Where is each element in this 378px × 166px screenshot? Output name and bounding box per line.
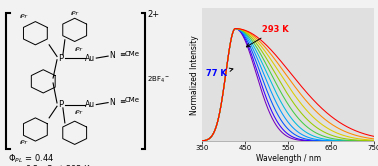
Text: Au: Au	[85, 54, 96, 63]
Text: N: N	[109, 51, 115, 60]
Text: P: P	[58, 100, 64, 109]
Text: CMe: CMe	[124, 51, 139, 57]
Text: iPr: iPr	[74, 110, 83, 115]
Text: ≡: ≡	[119, 50, 125, 59]
Text: Au: Au	[85, 100, 96, 109]
Text: P: P	[58, 54, 64, 63]
Text: 77 K: 77 K	[206, 68, 233, 78]
Text: 2+: 2+	[147, 10, 160, 19]
X-axis label: Wavelength / nm: Wavelength / nm	[256, 154, 321, 163]
Text: N: N	[109, 98, 115, 107]
Text: iPr: iPr	[71, 11, 79, 16]
Text: ≡: ≡	[119, 97, 125, 106]
Text: CMe: CMe	[124, 97, 139, 103]
Text: iPr: iPr	[74, 47, 83, 52]
Text: $\Phi$$_{PL}$ = 0.44: $\Phi$$_{PL}$ = 0.44	[8, 153, 54, 165]
Text: 293 K: 293 K	[246, 25, 289, 47]
Text: iPr: iPr	[20, 14, 28, 19]
Text: 2BF$_4$$^-$: 2BF$_4$$^-$	[147, 75, 170, 85]
Text: $\tau$ = 9.2 μS at 293 K: $\tau$ = 9.2 μS at 293 K	[8, 163, 91, 166]
Text: iPr: iPr	[20, 140, 28, 145]
Y-axis label: Normalized Intensity: Normalized Intensity	[191, 35, 200, 115]
